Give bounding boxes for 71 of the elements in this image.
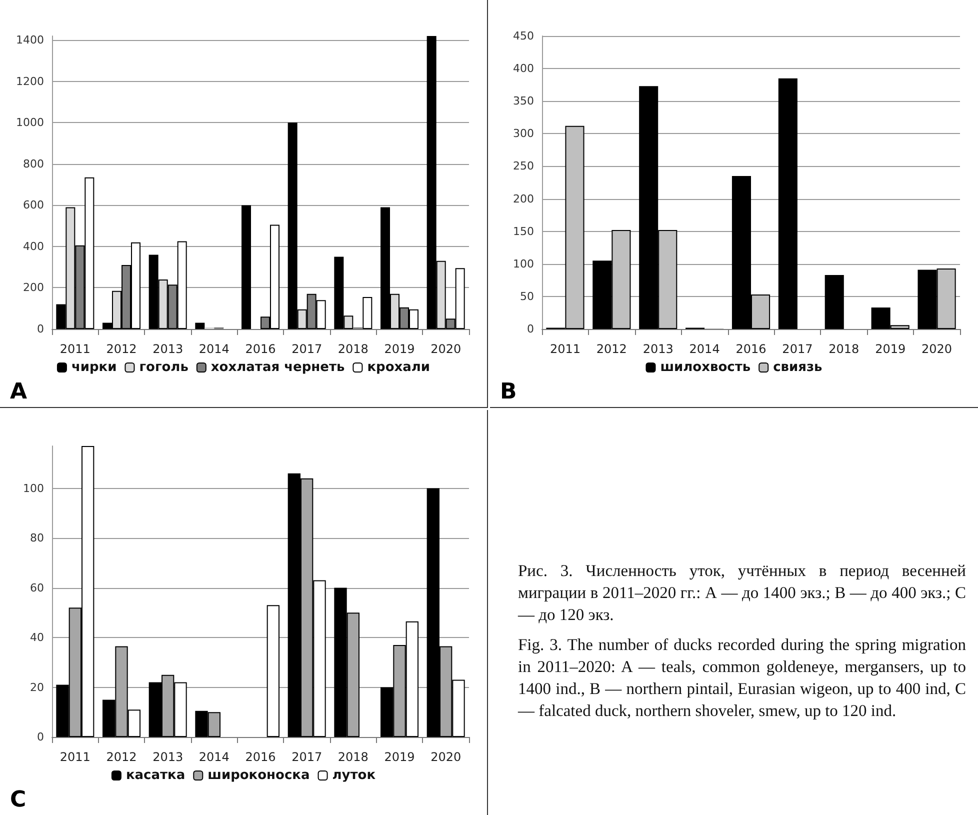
y-tick-label: 200: [23, 281, 44, 294]
y-tick-label: 60: [30, 581, 44, 594]
x-tick-label: 2016: [736, 342, 766, 356]
x-tick-label: 2017: [292, 750, 322, 764]
y-tick-label: 400: [23, 240, 44, 253]
x-tick-label: 2019: [875, 342, 906, 356]
y-tick-label: 50: [520, 290, 534, 303]
x-tick-label: 2020: [430, 342, 462, 356]
x-tick-label: 2016: [245, 342, 276, 356]
y-tick-label: 1200: [16, 74, 44, 88]
x-tick-label: 2020: [922, 342, 952, 356]
y-tick-label: 450: [513, 30, 534, 42]
x-tick-label: 2011: [550, 342, 580, 356]
x-tick-label: 2019: [384, 342, 415, 356]
x-tick-label: 2018: [338, 750, 368, 764]
bar: [266, 605, 280, 737]
y-tick-label: 600: [23, 198, 44, 212]
x-tick-label: 2013: [152, 342, 184, 356]
x-tick-label: 2014: [198, 342, 230, 356]
caption: Fig. 3. The number of ducks recorded during the spring migration in 2011–2020: A — teals, common goldeneye, mergansers, up to 1400 ind., B — northern pintail, Eurasian wigeon, up to 400 ind, C — falcated duck, northern shoveler, smew, up to 120 ind.: [518, 634, 966, 722]
x-tick-label: 2013: [642, 342, 674, 356]
x-tick-label: 2020: [430, 750, 462, 764]
x-tick-label: 2018: [338, 342, 368, 356]
legend-label: крохали: [367, 360, 430, 375]
bar: [778, 78, 798, 329]
text: A: [10, 380, 28, 404]
x-tick-label: 2012: [106, 342, 137, 356]
y-tick-label: 800: [23, 157, 44, 170]
y-tick-label: 1000: [16, 116, 44, 130]
x-tick-label: 2017: [292, 342, 322, 356]
legend-label: хохлатая чернеть: [210, 360, 345, 375]
bar: [824, 274, 844, 329]
y-tick-label: 0: [37, 730, 44, 744]
legend-label: гоголь: [139, 360, 188, 375]
y-tick-label: 80: [30, 532, 44, 545]
x-tick-label: 2017: [782, 342, 813, 356]
x-tick-label: 2018: [828, 342, 860, 356]
bar: [195, 322, 205, 329]
y-tick-label: 200: [513, 192, 534, 206]
x-tick-label: 2014: [198, 750, 230, 764]
y-tick-label: 0: [37, 322, 44, 336]
y-tick-label: 40: [30, 631, 44, 644]
bar: [362, 297, 372, 329]
x-tick-label: 2011: [60, 342, 90, 356]
y-tick-label: 300: [513, 127, 534, 140]
y-tick-label: 0: [527, 322, 534, 336]
y-tick-label: 250: [513, 160, 534, 173]
text: B: [500, 380, 517, 404]
legend-label: шилохвость: [660, 360, 751, 375]
legend-label: луток: [332, 768, 376, 783]
legend-label: касатка: [126, 768, 186, 783]
x-tick-label: 2013: [152, 750, 184, 764]
text: C: [10, 788, 26, 812]
y-tick-label: 400: [513, 62, 534, 76]
y-tick-label: 20: [30, 680, 44, 694]
text: Рис. 3. Численность уток, учтённых в период весенней миграции в 2011–2020 гг.: А — до 1400 экз.; В — до 400 экз.; С — до 120 экз.: [518, 560, 966, 626]
x-tick-label: 2012: [106, 750, 137, 764]
legend-label: чирки: [71, 360, 117, 375]
y-tick-label: 100: [513, 257, 534, 270]
bar: [242, 205, 251, 329]
legend-label: широконоска: [208, 768, 310, 783]
x-tick-label: 2019: [384, 750, 415, 764]
legend-label: свиязь: [773, 360, 822, 375]
y-tick-label: 350: [513, 94, 534, 108]
x-tick-label: 2011: [60, 750, 90, 764]
y-tick-label: 150: [513, 224, 534, 238]
x-tick-label: 2016: [245, 750, 276, 764]
y-tick-label: 1400: [16, 34, 44, 47]
y-tick-label: 100: [23, 482, 44, 495]
x-tick-label: 2012: [596, 342, 627, 356]
x-tick-label: 2014: [689, 342, 720, 356]
